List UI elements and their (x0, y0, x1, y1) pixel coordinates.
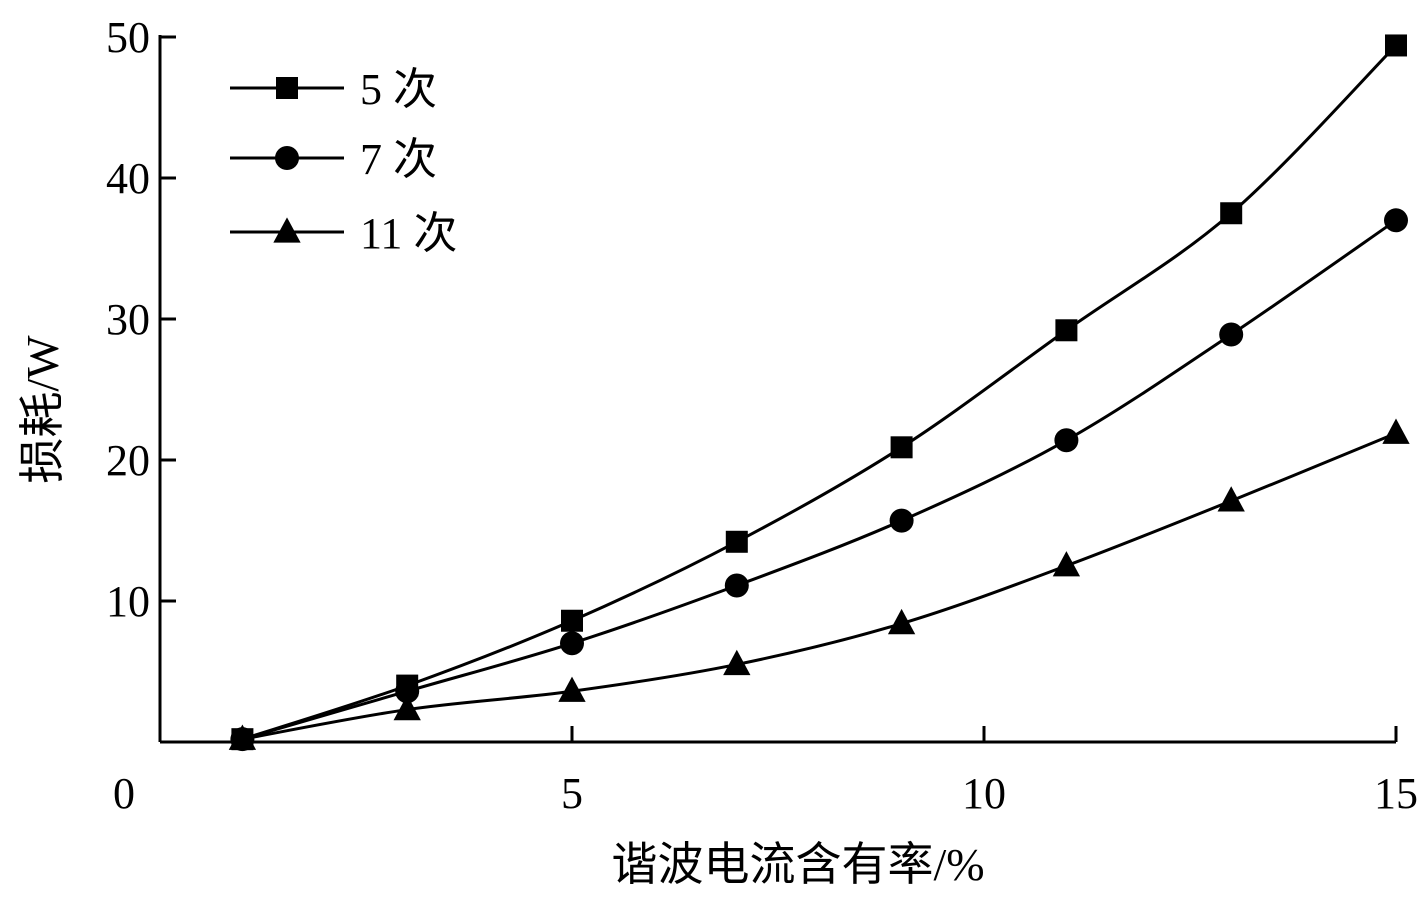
circle-point-7-circle (395, 679, 420, 704)
legend: 5 次 7 次 11 次 (230, 65, 457, 258)
legend-marker-7-circle (275, 146, 299, 170)
triangle-point-11-triangle (887, 608, 916, 635)
x-tick-label: 5 (561, 769, 583, 818)
legend-item-5-square: 5 次 (230, 65, 437, 114)
series-line-7-circle (241, 219, 1397, 741)
y-tick-label: 40 (106, 154, 150, 203)
series-7-circle (230, 208, 1408, 752)
circle-point-7-circle (889, 508, 914, 533)
x-axis-title: 谐波电流含有率/% (611, 839, 984, 890)
circle-point-7-circle (1219, 322, 1244, 347)
tick-labels: 10 20 30 40 50 0 5 10 15 (106, 13, 1418, 818)
y-axis-title: 损耗/W (17, 335, 68, 484)
origin-label: 0 (113, 769, 135, 818)
triangle-point-11-triangle (1052, 551, 1081, 577)
legend-label-11-triangle: 11 次 (360, 209, 457, 258)
legend-marker-11-triangle (273, 217, 301, 243)
series (228, 34, 1410, 752)
legend-label-5-square: 5 次 (360, 65, 437, 114)
axes (158, 35, 1396, 744)
circle-point-7-circle (724, 573, 749, 598)
circle-point-7-circle (1384, 208, 1408, 233)
legend-marker-5-square (276, 77, 298, 99)
series-line-11-triangle (242, 431, 1397, 741)
triangle-point-11-triangle (393, 694, 421, 721)
x-tick-label: 15 (1374, 769, 1418, 818)
circle-point-7-circle (560, 631, 584, 656)
square-point-5-square (1055, 319, 1078, 342)
triangle-point-11-triangle (1382, 418, 1410, 444)
legend-item-11-triangle: 11 次 (230, 209, 457, 258)
square-point-5-square (890, 436, 913, 459)
y-tick-label: 10 (106, 577, 150, 626)
circle-point-7-circle (1054, 428, 1079, 453)
y-tick-label: 50 (106, 13, 150, 62)
triangle-point-11-triangle (723, 649, 751, 676)
triangle-point-11-triangle (1217, 486, 1245, 512)
x-tick-label: 10 (962, 769, 1006, 818)
square-point-5-square (1220, 202, 1243, 225)
legend-label-7-circle: 7 次 (360, 135, 437, 184)
series-11-triangle (228, 418, 1410, 750)
square-point-5-square (725, 530, 748, 553)
y-tick-label: 20 (106, 436, 150, 485)
triangle-point-11-triangle (558, 676, 586, 702)
square-point-5-square (561, 609, 583, 632)
legend-item-7-circle: 7 次 (230, 135, 437, 184)
y-tick-label: 30 (106, 295, 150, 344)
triangle-point-11-triangle (228, 724, 257, 750)
square-point-5-square (1385, 34, 1407, 57)
